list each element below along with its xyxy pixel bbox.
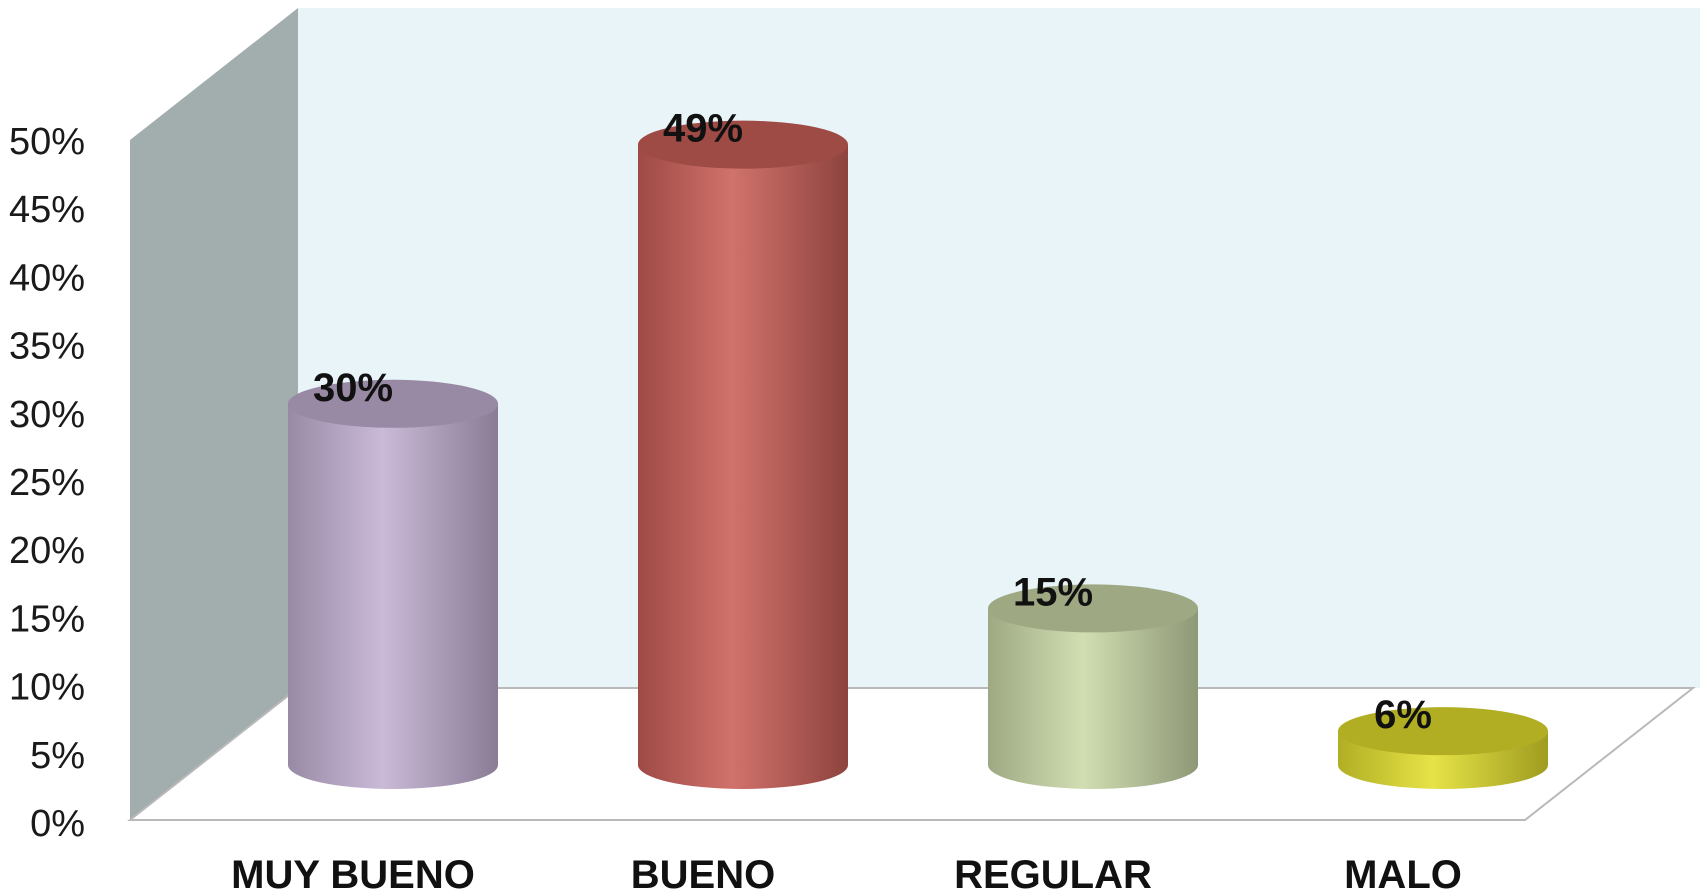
y-tick-label: 50% <box>9 121 85 163</box>
y-tick-label: 30% <box>9 394 85 436</box>
y-axis: 0% 5% 10% 15% 20% 25% 30% 35% 40% 45% 50% <box>9 121 85 845</box>
x-tick-label: REGULAR <box>954 853 1152 895</box>
x-tick-label: BUENO <box>631 853 775 895</box>
y-tick-label: 0% <box>30 803 85 845</box>
y-tick-label: 20% <box>9 530 85 572</box>
x-tick-label: MUY BUENO <box>231 853 475 895</box>
bar-bueno <box>638 120 848 789</box>
data-label: 30% <box>313 366 393 410</box>
data-label: 15% <box>1013 570 1093 614</box>
y-tick-label: 15% <box>9 598 85 640</box>
back-wall <box>298 8 1700 688</box>
y-tick-label: 25% <box>9 462 85 504</box>
bar-body <box>638 144 848 789</box>
data-label: 49% <box>663 107 743 151</box>
x-axis: MUY BUENO BUENO REGULAR MALO <box>231 853 1462 895</box>
bar-malo <box>1338 707 1548 789</box>
data-label: 6% <box>1374 693 1432 737</box>
bar-top <box>988 584 1198 633</box>
y-tick-label: 5% <box>30 735 85 777</box>
floor <box>127 687 1696 821</box>
bar-top <box>1338 707 1548 756</box>
y-tick-label: 45% <box>9 189 85 231</box>
bar-body <box>288 403 498 789</box>
bar-muy-bueno <box>288 379 498 789</box>
y-tick-label: 10% <box>9 667 85 709</box>
bar-top <box>638 120 848 169</box>
x-tick-label: MALO <box>1344 853 1462 895</box>
side-wall <box>130 8 298 820</box>
y-tick-label: 40% <box>9 257 85 299</box>
bar-body <box>988 608 1198 789</box>
bar-top <box>288 379 498 428</box>
y-tick-label: 35% <box>9 326 85 368</box>
bar-regular <box>988 584 1198 789</box>
bars: 30% 49% 15% 6% <box>288 107 1548 789</box>
